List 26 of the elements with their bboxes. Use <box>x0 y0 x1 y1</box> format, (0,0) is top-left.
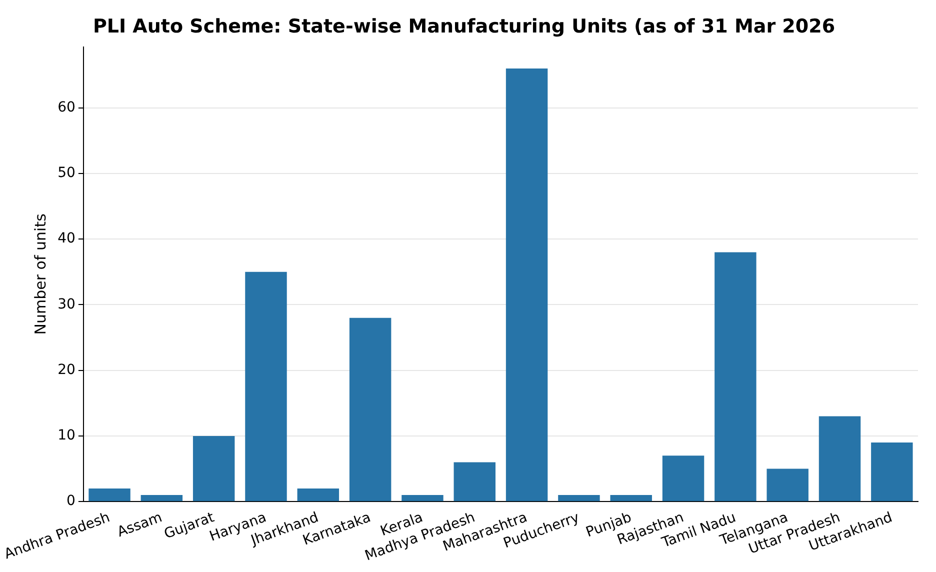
y-tick-label: 50 <box>58 165 76 182</box>
bar <box>192 436 235 502</box>
bar <box>818 416 861 502</box>
y-tick-label: 40 <box>58 230 76 247</box>
bar <box>766 468 808 502</box>
bar <box>610 495 652 502</box>
bar <box>88 488 130 502</box>
bar <box>245 272 287 502</box>
bar <box>714 252 756 502</box>
bar <box>140 495 183 502</box>
bar <box>662 456 704 502</box>
bar <box>506 68 548 502</box>
bar <box>558 495 600 502</box>
bar <box>297 488 340 502</box>
y-axis-title: Number of units <box>32 213 50 335</box>
bar <box>349 318 392 502</box>
bar <box>402 495 444 502</box>
y-tick-label: 60 <box>58 99 76 116</box>
y-tick-label: 30 <box>58 296 76 312</box>
y-tick-label: 20 <box>58 362 76 378</box>
y-tick-label: 10 <box>58 428 76 444</box>
y-tick-label: 0 <box>66 493 76 510</box>
bar <box>454 462 496 502</box>
x-tick-label: Assam <box>115 510 164 540</box>
bar <box>871 442 913 502</box>
chart-title: PLI Auto Scheme: State-wise Manufacturing Units (as of 31 Mar 2026 <box>92 15 836 38</box>
